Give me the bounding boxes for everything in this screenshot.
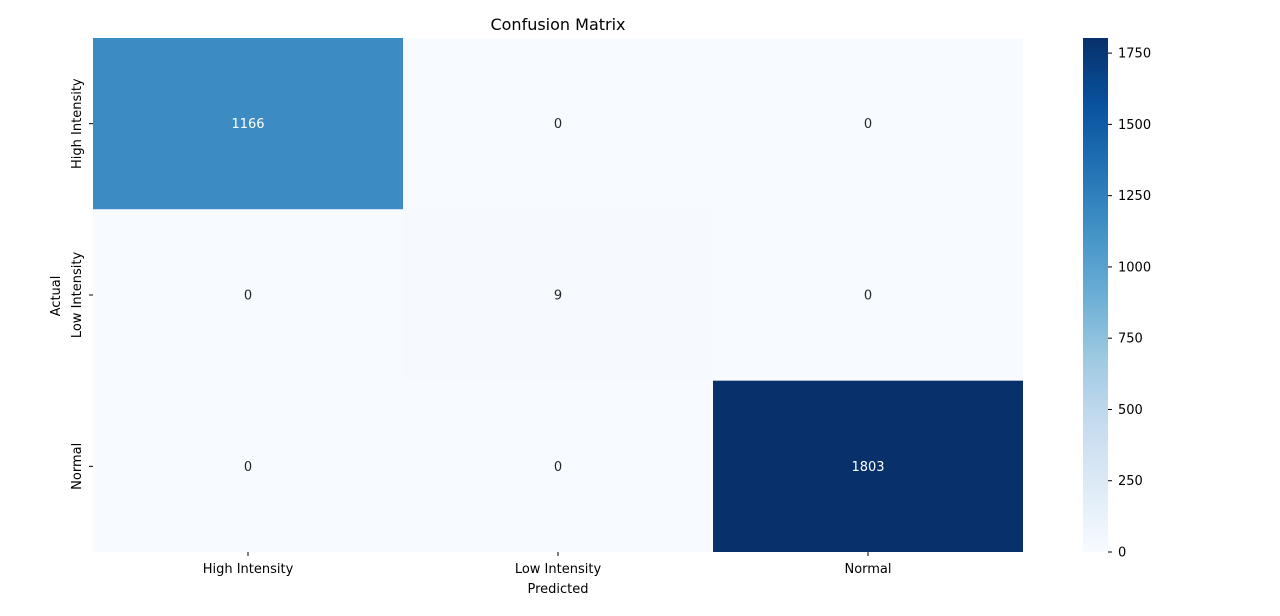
colorbar-tick-label: 750 [1118, 332, 1143, 347]
y-tick-label: Low Intensity [70, 252, 85, 339]
y-tick-label: High Intensity [70, 78, 85, 169]
x-axis-ticks: High Intensity Low Intensity Normal [203, 552, 892, 577]
cell-value-label: 0 [244, 289, 252, 304]
heatmap-cell [403, 380, 713, 552]
cell-value-label: 0 [864, 289, 872, 304]
cell-annotations: 1166 0 0 0 9 0 0 0 1803 [231, 117, 884, 475]
heatmap-cell [713, 209, 1023, 381]
heatmap-cell [93, 38, 403, 210]
y-axis-ticks: High Intensity Low Intensity Normal [70, 78, 93, 490]
heatmap-cell [403, 38, 713, 210]
cell-value-label: 0 [244, 460, 252, 475]
x-tick-label: High Intensity [203, 562, 294, 577]
heatmap-cell [93, 380, 403, 552]
cell-value-label: 9 [554, 289, 562, 304]
y-tick-label: Normal [70, 443, 85, 490]
colorbar-ticks: 0 250 500 750 1000 1250 1500 1750 [1108, 47, 1151, 561]
x-axis-label: Predicted [527, 582, 588, 597]
heatmap-cell [713, 380, 1023, 552]
cell-value-label: 0 [554, 117, 562, 132]
x-tick-label: Low Intensity [515, 562, 602, 577]
colorbar [1083, 38, 1108, 552]
cell-value-label: 1166 [231, 117, 264, 132]
cell-value-label: 0 [554, 460, 562, 475]
heatmap-cells [93, 38, 1023, 552]
heatmap-cell [403, 209, 713, 381]
heatmap-cell [93, 209, 403, 381]
colorbar-tick-label: 500 [1118, 403, 1143, 418]
colorbar-tick-label: 0 [1118, 546, 1126, 561]
colorbar-tick-label: 1250 [1118, 189, 1151, 204]
y-axis-label: Actual [49, 276, 64, 317]
chart-title: Confusion Matrix [490, 15, 625, 34]
colorbar-tick-label: 1750 [1118, 47, 1151, 62]
cell-value-label: 1803 [851, 460, 884, 475]
colorbar-tick-label: 1000 [1118, 260, 1151, 275]
heatmap-cell [713, 38, 1023, 210]
colorbar-tick-label: 250 [1118, 474, 1143, 489]
colorbar-tick-label: 1500 [1118, 118, 1151, 133]
cell-value-label: 0 [864, 117, 872, 132]
x-tick-label: Normal [844, 562, 891, 577]
